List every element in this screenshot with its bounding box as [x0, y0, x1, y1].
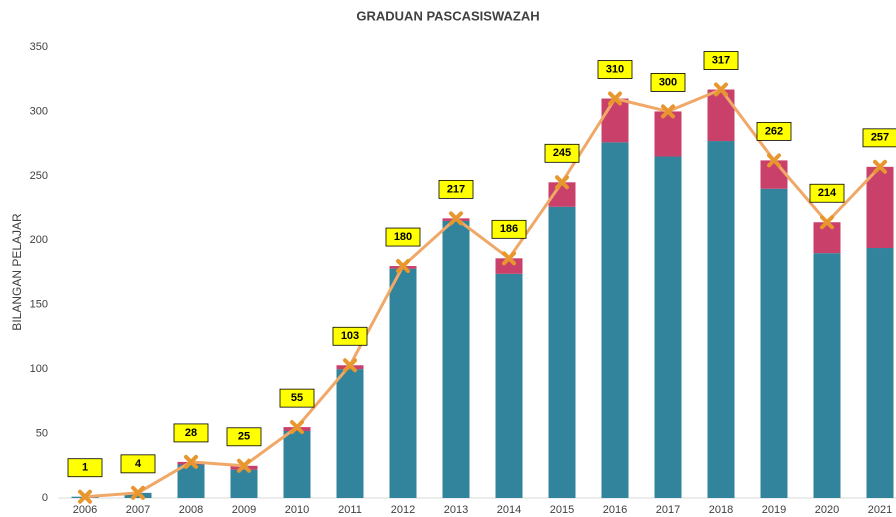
x-tick-label: 2017 [656, 504, 680, 516]
label-box [756, 121, 792, 141]
data-label: 4 [135, 458, 142, 470]
y-tick-label: 250 [30, 170, 48, 182]
bar [866, 248, 894, 498]
marker [555, 175, 569, 190]
line [84, 87, 882, 499]
marker [290, 420, 304, 435]
x-tick-label: 2013 [444, 504, 468, 516]
label-box [597, 60, 633, 79]
x-tick-label: 2019 [762, 504, 786, 516]
bar [601, 142, 629, 498]
y-tick-label: 200 [30, 234, 48, 246]
bar [760, 188, 788, 498]
label-box [491, 219, 527, 239]
label-box [703, 51, 739, 70]
marker [714, 82, 728, 97]
label-box [173, 423, 209, 443]
marker [608, 91, 622, 106]
data-label: 28 [185, 427, 197, 439]
label-box [650, 73, 686, 92]
x-tick-label: 2007 [126, 504, 150, 516]
label-box [438, 179, 474, 199]
marker [237, 458, 251, 473]
label-box [544, 143, 580, 163]
data-label: 245 [553, 147, 571, 159]
x-tick-label: 2009 [232, 504, 256, 516]
data-label: 217 [447, 183, 465, 195]
x-tick-label: 2020 [815, 504, 839, 516]
x-tick-label: 2008 [179, 504, 203, 516]
bar [760, 160, 788, 189]
y-tick-label: 0 [42, 492, 48, 504]
bar [813, 253, 841, 498]
bar [866, 166, 894, 249]
data-label: 25 [238, 431, 250, 443]
data-label: 186 [500, 223, 518, 235]
data-label: 310 [606, 63, 624, 75]
label-box [67, 458, 103, 478]
bar [283, 430, 311, 498]
bar [230, 469, 258, 498]
bar [495, 273, 523, 498]
bar [813, 222, 841, 254]
y-tick-label: 150 [30, 299, 48, 311]
label-box [226, 427, 262, 447]
data-label: 103 [341, 330, 359, 342]
data-label: 180 [394, 231, 412, 243]
x-tick-label: 2021 [868, 504, 892, 516]
bar [336, 369, 364, 498]
marker [184, 454, 198, 469]
bar [707, 89, 735, 142]
x-tick-label: 2016 [603, 504, 627, 516]
y-tick-label: 300 [30, 105, 48, 117]
marker [449, 211, 463, 226]
marker [767, 153, 781, 168]
y-axis-label: BILANGAN PELAJAR [10, 213, 24, 331]
bar [389, 268, 417, 498]
bar [654, 156, 682, 498]
x-tick-label: 2018 [709, 504, 733, 516]
label-box [120, 454, 156, 474]
label-box [809, 183, 845, 203]
bar [601, 98, 629, 143]
data-label: 300 [659, 76, 677, 88]
y-tick-label: 100 [30, 363, 48, 375]
marker [343, 358, 357, 373]
marker [131, 485, 145, 500]
data-label: 317 [712, 54, 730, 66]
marker [873, 159, 887, 174]
label-box [279, 388, 315, 408]
data-label: 55 [291, 392, 303, 404]
x-tick-label: 2014 [497, 504, 521, 516]
data-label: 1 [82, 462, 88, 474]
bar [654, 111, 682, 157]
x-tick-label: 2012 [391, 504, 415, 516]
bar [495, 258, 523, 274]
label-box [332, 326, 368, 346]
data-label: 214 [818, 187, 837, 199]
x-tick-label: 2015 [550, 504, 574, 516]
bar [548, 206, 576, 499]
bar [442, 220, 470, 498]
chart-title: GRADUAN PASCASISWAZAH [356, 8, 539, 23]
y-tick-label: 350 [30, 41, 48, 53]
x-tick-label: 2010 [285, 504, 309, 516]
bar [707, 141, 735, 498]
marker [661, 104, 675, 119]
data-label: 257 [871, 132, 889, 144]
x-tick-label: 2011 [338, 504, 362, 516]
y-tick-label: 50 [36, 427, 48, 439]
marker [502, 251, 516, 266]
bar [177, 464, 205, 498]
data-label: 262 [765, 125, 783, 137]
x-tick-label: 2006 [73, 504, 97, 516]
label-box [385, 227, 421, 247]
marker [820, 215, 834, 230]
marker [396, 259, 410, 274]
label-box [862, 128, 896, 148]
marker [78, 489, 92, 504]
